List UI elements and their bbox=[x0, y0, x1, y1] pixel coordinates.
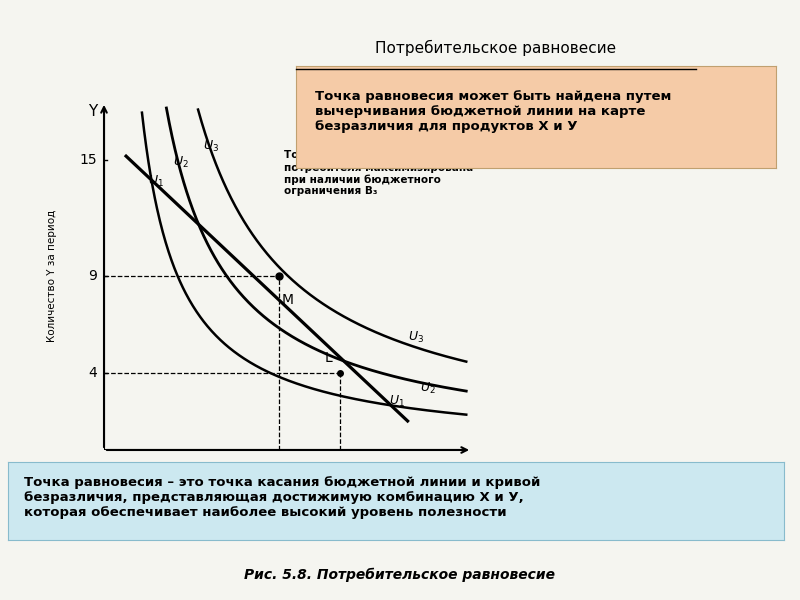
Text: $U_3$: $U_3$ bbox=[408, 331, 424, 346]
Text: M: M bbox=[282, 293, 294, 307]
Text: $U_3$: $U_3$ bbox=[202, 139, 218, 154]
Text: $U_1$: $U_1$ bbox=[147, 174, 163, 189]
Text: Рис. 5.8. Потребительское равновесие: Рис. 5.8. Потребительское равновесие bbox=[245, 568, 555, 582]
Text: 15: 15 bbox=[79, 153, 97, 167]
Text: $U_2$: $U_2$ bbox=[174, 155, 189, 170]
Text: Количество Y за период: Количество Y за период bbox=[47, 210, 58, 342]
Text: Потребительское равновесие: Потребительское равновесие bbox=[375, 40, 617, 56]
Text: 9: 9 bbox=[88, 269, 97, 283]
Text: Точка касания: удовлетворенность
потребителя максимизирована
при наличии бюджетн: Точка касания: удовлетворенность потреби… bbox=[284, 151, 499, 196]
Text: Точка равновесия – это точка касания бюджетной линии и кривой
безразличия, предс: Точка равновесия – это точка касания бюд… bbox=[23, 476, 540, 518]
Text: L: L bbox=[325, 351, 333, 365]
Text: $U_2$: $U_2$ bbox=[421, 380, 436, 395]
Text: $U_1$: $U_1$ bbox=[390, 394, 405, 409]
Text: 4: 4 bbox=[88, 365, 97, 380]
Text: Y: Y bbox=[88, 104, 98, 119]
Text: Точка равновесия может быть найдена путем
вычерчивания бюджетной линии на карте
: Точка равновесия может быть найдена путе… bbox=[315, 91, 671, 133]
